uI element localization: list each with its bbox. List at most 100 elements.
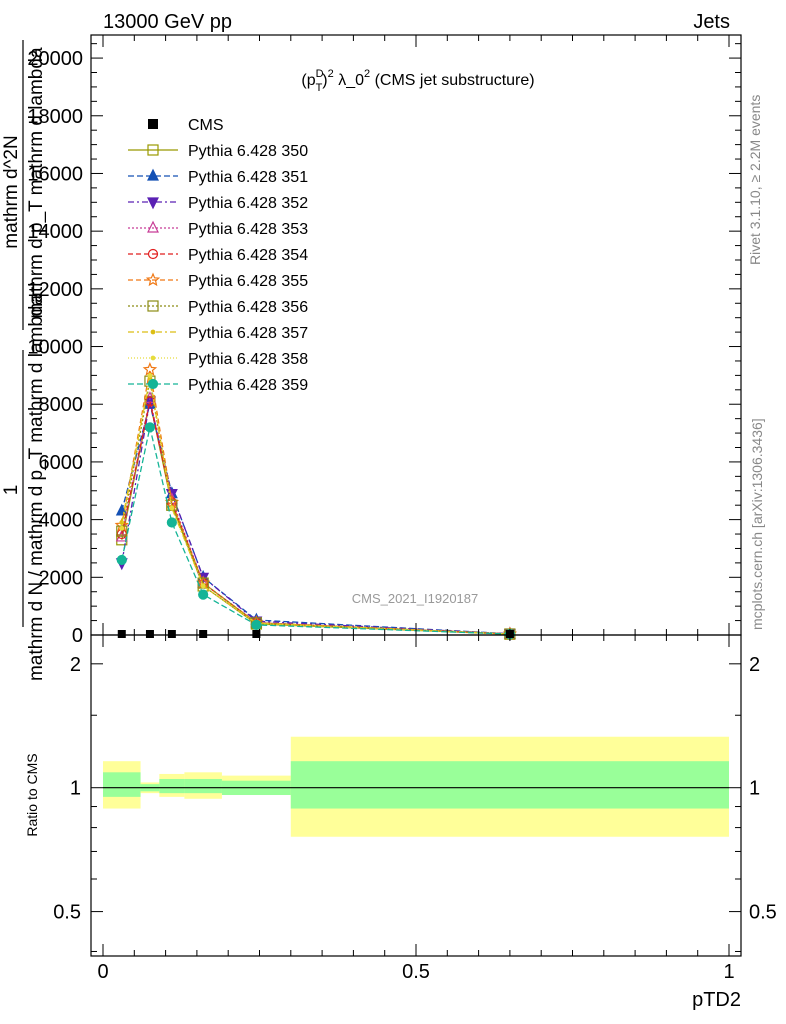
legend-label: Pythia 6.428 351	[188, 169, 308, 186]
point-marker	[145, 272, 161, 287]
mcplots-label: mcplots.cern.ch [arXiv:1306.3436]	[749, 418, 765, 630]
x-axis-label: pTD2	[692, 989, 741, 1011]
y-tick-label: 2000	[39, 567, 84, 589]
legend-label: Pythia 6.428 352	[188, 195, 308, 212]
point-marker	[166, 517, 177, 528]
ratio-y-tick-label-right: 1	[749, 778, 760, 800]
legend-entry: Pythia 6.428 357	[128, 325, 308, 342]
point-marker	[198, 589, 209, 600]
ylabel-derivative-denominator: mathrm d p_T mathrm d lambda	[26, 47, 47, 318]
point-marker	[144, 422, 156, 433]
y-tick-label: 8000	[39, 394, 84, 416]
point-marker	[147, 300, 159, 312]
rivet-label: Rivet 3.1.10, ≥ 2.2M events	[747, 95, 763, 265]
y-tick-label: 0	[72, 625, 83, 647]
y-tick-label: 6000	[39, 452, 84, 474]
point-marker	[169, 505, 175, 511]
point-marker	[119, 525, 125, 531]
main-plot: 0 2000 4000 6000 8000 10000 12000 14000 16000 180…	[27, 34, 742, 647]
point-marker	[147, 197, 159, 210]
title-close: )	[322, 72, 327, 89]
data-point	[145, 630, 154, 638]
point-marker	[147, 144, 159, 156]
title-prefix: (p	[301, 72, 315, 89]
watermark: CMS_2021_I1920187	[352, 591, 479, 606]
ratio-y-tick-label: 2	[70, 654, 81, 676]
legend-label: Pythia 6.428 358	[188, 351, 308, 368]
data-point	[199, 630, 208, 638]
y-tick-label: 18000	[27, 106, 83, 128]
point-marker	[147, 168, 159, 181]
ratio-plot-content	[103, 736, 729, 837]
data-point	[117, 630, 126, 638]
y-tick-label: 4000	[39, 510, 84, 532]
y-axis-label: 1 mathrm d N / mathrm d p_T mathrm d lam…	[1, 40, 47, 681]
plot-title: (pD T)2 λ_02 (CMS jet substructure)	[301, 68, 534, 94]
ratio-band-inner	[159, 778, 185, 794]
legend-label: Pythia 6.428 353	[188, 221, 308, 238]
series-line	[121, 381, 510, 635]
point-marker	[116, 554, 127, 566]
legend-label: CMS	[188, 117, 224, 134]
data-point	[252, 630, 261, 638]
point-marker	[150, 329, 156, 335]
ylabel-fraction-denominator: mathrm d N / mathrm d p_T mathrm d lambd…	[26, 295, 47, 682]
title-sup: D	[316, 68, 324, 80]
point-marker	[119, 520, 125, 525]
ratio-y-tick-label: 1	[70, 778, 81, 800]
header-left: 13000 GeV pp	[103, 11, 232, 33]
x-tick-label: 1	[723, 961, 734, 983]
ylabel-fraction-numerator: 1	[1, 485, 22, 496]
legend-entry: Pythia 6.428 358	[128, 351, 308, 368]
ratio-plot: 0.5 0.5 1 1 2 2 0 0.5 1 Ratio to CMS pTD2	[24, 634, 777, 1011]
ratio-y-tick-label-right: 2	[749, 654, 760, 676]
legend-entry: Pythia 6.428 354	[128, 247, 308, 264]
title-middle: λ_0	[334, 72, 364, 89]
point-marker	[142, 362, 158, 376]
x-tick-label: 0.5	[402, 961, 430, 983]
legend-label: Pythia 6.428 355	[188, 273, 308, 290]
legend-entry: Pythia 6.428 351	[128, 168, 308, 186]
legend-entry: Pythia 6.428 352	[128, 195, 308, 212]
legend-entry: Pythia 6.428 356	[128, 299, 308, 316]
y-tick-label: 12000	[27, 279, 83, 301]
legend-label: Pythia 6.428 354	[188, 247, 308, 264]
ratio-y-tick-label-right: 0.5	[749, 902, 777, 924]
ratio-ylabel: Ratio to CMS	[24, 753, 40, 836]
header-right: Jets	[693, 11, 730, 33]
x-tick-label: 0	[97, 961, 108, 983]
series-line	[121, 427, 510, 635]
legend-label: Pythia 6.428 350	[188, 143, 308, 160]
y-tick-label: 20000	[27, 48, 83, 70]
ylabel-derivative-numerator: mathrm d^2N	[1, 135, 22, 248]
ratio-band-inner	[184, 778, 222, 794]
legend-label: Pythia 6.428 357	[188, 325, 308, 342]
title-exp: 2	[328, 68, 334, 80]
series-line	[121, 378, 510, 635]
point-marker	[147, 372, 153, 378]
ratio-band-inner	[290, 761, 729, 809]
legend: CMS Pythia 6.428 350 Pythia 6.428 351 Pythi…	[128, 117, 308, 394]
legend-entry: Pythia 6.428 353	[128, 220, 308, 238]
legend-entry: Pythia 6.428 350	[128, 143, 308, 160]
point-marker	[147, 248, 159, 260]
legend-entry: CMS	[148, 117, 224, 134]
point-marker	[200, 583, 206, 589]
legend-marker	[148, 119, 158, 129]
main-axes: 0 2000 4000 6000 8000 10000 12000 14000 16000 180…	[27, 35, 741, 647]
legend-label: Pythia 6.428 356	[188, 299, 308, 316]
legend-entry: Pythia 6.428 355	[128, 272, 308, 290]
series-10	[116, 422, 515, 640]
series-line	[121, 369, 510, 635]
title-exp2: 2	[364, 68, 370, 80]
point-marker	[251, 619, 262, 631]
y-tick-label: 10000	[27, 337, 83, 359]
main-plot-content	[114, 362, 518, 642]
point-marker	[150, 355, 156, 361]
ratio-y-tick-label: 0.5	[53, 902, 81, 924]
title-suffix: (CMS jet substructure)	[370, 72, 534, 89]
legend-entry: Pythia 6.428 359	[128, 377, 308, 394]
y-tick-label: 16000	[27, 163, 83, 185]
ratio-axes: 0.5 0.5 1 1 2 2 0 0.5 1	[53, 635, 777, 983]
